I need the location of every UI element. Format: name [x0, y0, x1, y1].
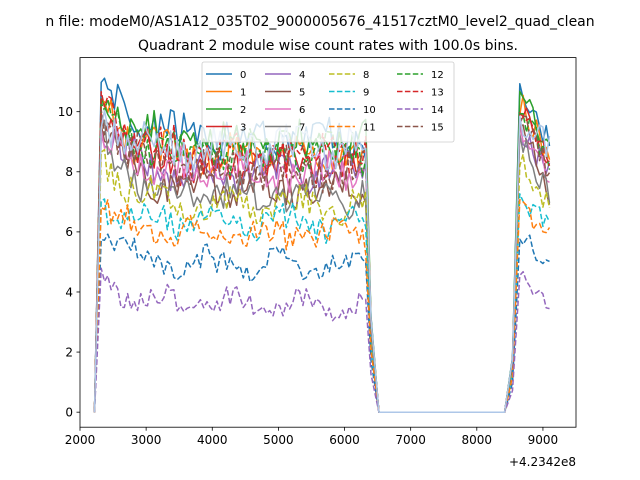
series-9-line — [93, 193, 551, 413]
legend-label-4: 4 — [299, 70, 305, 81]
x-tick-label: 9000 — [528, 433, 559, 447]
x-axis-offset-label: +4.2342e8 — [509, 455, 576, 469]
x-tick-label: 5000 — [263, 433, 294, 447]
legend-label-5: 5 — [299, 87, 305, 98]
legend-label-0: 0 — [240, 70, 246, 81]
y-tick-label: 4 — [65, 285, 73, 299]
x-tick-label: 3000 — [131, 433, 162, 447]
series-15-line — [93, 109, 551, 413]
legend-label-3: 3 — [240, 122, 246, 133]
series-4-line — [93, 116, 551, 413]
x-tick-label: 6000 — [329, 433, 360, 447]
y-tick-label: 10 — [58, 105, 73, 119]
series-12-line — [93, 98, 551, 413]
x-tick-label: 4000 — [197, 433, 228, 447]
legend-label-15: 15 — [431, 122, 444, 133]
legend-label-12: 12 — [431, 70, 444, 81]
y-axis: 0 2 4 6 8 10 — [58, 105, 80, 419]
chart-title: Quadrant 2 module wise count rates with … — [138, 38, 518, 54]
series-7-line — [93, 119, 551, 413]
legend-label-14: 14 — [431, 105, 444, 116]
legend-label-7: 7 — [299, 122, 305, 133]
legend-label-9: 9 — [363, 87, 369, 98]
legend-label-8: 8 — [363, 70, 369, 81]
legend-label-13: 13 — [431, 87, 444, 98]
legend-frame — [201, 61, 455, 143]
x-tick-label: 8000 — [462, 433, 493, 447]
x-tick-label: 7000 — [395, 433, 426, 447]
x-axis: 2000 3000 4000 5000 6000 7000 8000 9000 — [65, 427, 558, 447]
y-tick-label: 2 — [65, 345, 73, 359]
series-8-line — [93, 148, 551, 413]
legend-label-1: 1 — [240, 87, 246, 98]
y-tick-label: 0 — [65, 405, 73, 419]
legend-label-6: 6 — [299, 105, 305, 116]
y-tick-label: 8 — [65, 165, 73, 179]
series-14-line — [93, 267, 550, 413]
figure-suptitle: n file: modeM0/AS1A12_035T02_9000005676_… — [45, 14, 594, 30]
y-tick-label: 6 — [65, 225, 73, 239]
series-11-line — [93, 198, 551, 413]
legend-label-10: 10 — [363, 105, 376, 116]
series-13-line — [93, 91, 551, 413]
x-tick-label: 2000 — [65, 433, 96, 447]
legend-label-2: 2 — [240, 105, 246, 116]
legend-label-11: 11 — [363, 122, 376, 133]
series-10-line — [93, 233, 550, 413]
axes-frame — [79, 57, 577, 428]
